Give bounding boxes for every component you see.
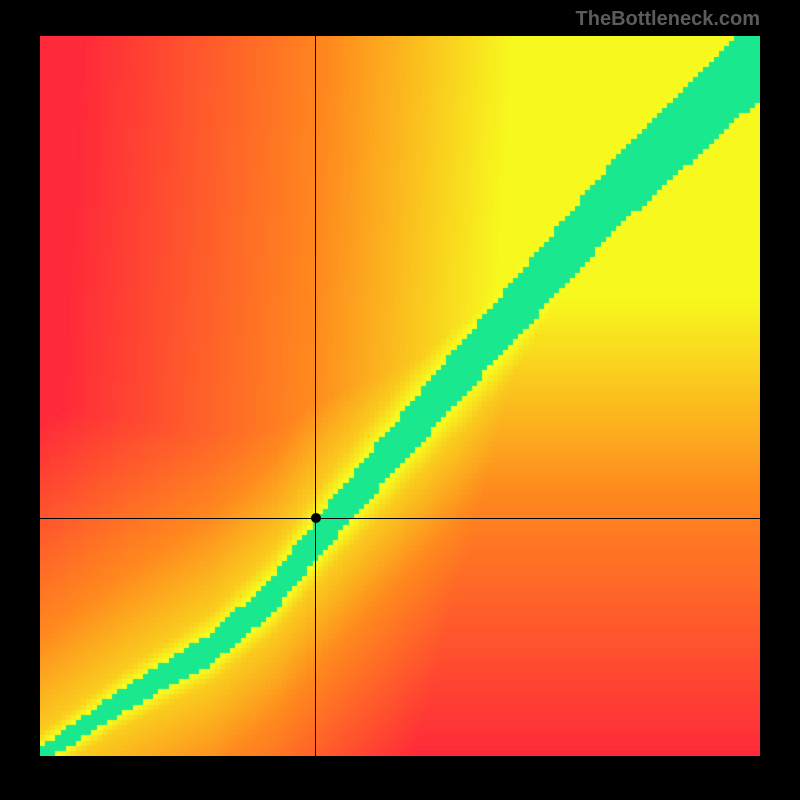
crosshair-horizontal [40,518,760,519]
watermark-text: TheBottleneck.com [576,8,760,31]
crosshair-vertical [315,36,316,756]
chart-container: TheBottleneck.com [0,0,800,800]
plot-area [40,36,760,756]
heatmap-canvas [40,36,760,756]
data-point-marker [311,513,321,523]
